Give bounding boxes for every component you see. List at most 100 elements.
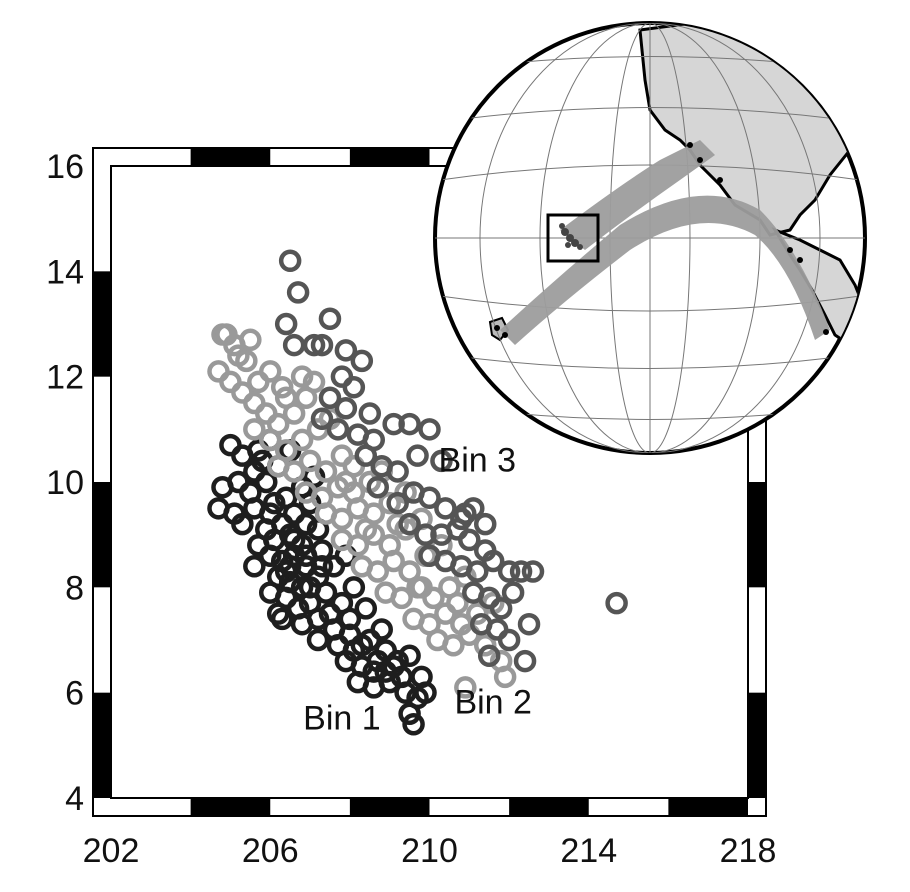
data-point-series-2 <box>446 591 469 615</box>
data-point-series-3 <box>386 491 409 515</box>
data-point-series-3 <box>418 486 441 510</box>
data-point-series-2 <box>378 491 401 515</box>
data-point-series-2 <box>442 634 465 657</box>
data-point-series-2 <box>259 360 282 383</box>
data-point-series-3 <box>466 560 489 583</box>
data-point-series-2 <box>282 460 306 483</box>
data-point-series-1 <box>266 602 290 625</box>
data-point-series-2 <box>243 418 266 441</box>
data-point-series-3 <box>318 386 342 409</box>
data-point-series-2 <box>410 576 433 599</box>
frame-bar-bottom <box>349 798 430 816</box>
data-point-series-2 <box>454 676 477 699</box>
data-point-series-1 <box>350 634 374 657</box>
data-point-series-2 <box>239 328 262 352</box>
data-point-series-3 <box>334 339 358 362</box>
data-point-series-3 <box>398 412 421 436</box>
bin-label: Bin 2 <box>454 684 532 722</box>
data-point-series-2 <box>330 507 354 531</box>
data-point-series-1 <box>294 544 318 567</box>
frame-bar-left <box>93 482 111 588</box>
data-point-series-3 <box>430 449 453 473</box>
data-point-series-1 <box>310 555 334 578</box>
frame-bar-right <box>748 482 766 588</box>
data-point-series-2 <box>390 586 413 610</box>
data-point-series-2 <box>215 323 238 346</box>
data-point-series-1 <box>354 597 378 620</box>
frame-bar-left <box>93 271 111 377</box>
data-point-series-2 <box>382 549 405 573</box>
data-point-series-2 <box>314 460 338 483</box>
data-point-series-3 <box>605 591 628 615</box>
data-point-series-3 <box>366 476 389 499</box>
data-point-series-3 <box>326 418 350 441</box>
data-point-series-3 <box>354 444 378 467</box>
data-point-series-2 <box>354 518 378 541</box>
data-point-series-3 <box>310 333 334 357</box>
data-point-series-2 <box>298 449 322 473</box>
bin-annotations: Bin 1 Bin 2 Bin 3 <box>303 441 532 737</box>
x-tick-label: 202 <box>83 832 140 870</box>
source-region-box <box>546 213 600 263</box>
data-point-series-2 <box>227 344 250 367</box>
data-point-series-1 <box>342 576 366 599</box>
station-markers <box>494 142 829 338</box>
data-point-series-2 <box>259 428 282 452</box>
data-point-series-3 <box>406 444 429 467</box>
data-point-series-3 <box>318 307 342 330</box>
frame-bar-bottom <box>509 798 589 816</box>
data-point-series-1 <box>306 628 330 652</box>
x-tick-labels: 202 206 210 214 218 <box>83 832 777 870</box>
bin-label: Bin 1 <box>303 700 381 738</box>
data-point-series-3 <box>481 549 505 573</box>
data-point-series-3 <box>509 560 533 583</box>
y-tick-labels: 4 6 8 10 12 14 16 <box>46 148 84 818</box>
data-point-series-1 <box>370 618 393 641</box>
data-point-series-2 <box>290 428 314 452</box>
x-tick-label: 218 <box>720 832 777 870</box>
data-point-series-3 <box>501 581 525 604</box>
y-tick-label: 6 <box>65 675 84 713</box>
data-point-series-1 <box>386 649 409 673</box>
y-tick-label: 14 <box>46 253 84 291</box>
data-point-series-2 <box>290 365 314 388</box>
data-point-series-3 <box>458 528 481 552</box>
frame-bar-bottom <box>190 798 271 816</box>
data-point-series-3 <box>398 512 421 536</box>
data-point-series-3 <box>489 597 513 620</box>
data-point-series-1 <box>318 602 342 625</box>
bin-label: Bin 3 <box>439 441 517 479</box>
data-point-series-2 <box>366 560 389 583</box>
data-point-series-2 <box>386 512 409 536</box>
data-point-series-3 <box>517 612 541 636</box>
data-point-series-1 <box>414 681 437 704</box>
data-point-series-3 <box>386 460 409 483</box>
data-point-series-3 <box>310 407 334 431</box>
data-point-series-2 <box>466 602 489 625</box>
x-tick-label: 206 <box>242 832 299 870</box>
frame-bar-left <box>93 692 111 798</box>
x-tick-label: 214 <box>560 832 617 870</box>
data-point-series-1 <box>294 512 318 536</box>
data-point-series-3 <box>473 512 497 536</box>
data-point-series-1 <box>262 491 286 515</box>
y-tick-label: 8 <box>65 569 84 607</box>
data-point-series-3 <box>513 649 537 673</box>
data-point-series-3 <box>418 418 441 441</box>
source-cluster <box>559 223 583 250</box>
data-point-series-3 <box>497 560 521 583</box>
data-point-series-1 <box>231 512 254 536</box>
data-point-series-1 <box>211 476 234 499</box>
data-point-series-3 <box>434 497 457 520</box>
data-point-series-2 <box>473 634 497 657</box>
data-point-series-1 <box>402 713 425 736</box>
data-point-series-3 <box>497 628 521 652</box>
frame-bar-top <box>190 148 271 166</box>
data-point-series-1 <box>282 528 306 552</box>
data-point-series-3 <box>274 312 298 336</box>
data-point-series-1 <box>243 555 266 578</box>
data-point-series-2 <box>270 375 294 399</box>
data-point-series-3 <box>521 560 545 583</box>
data-point-series-1 <box>378 670 401 694</box>
